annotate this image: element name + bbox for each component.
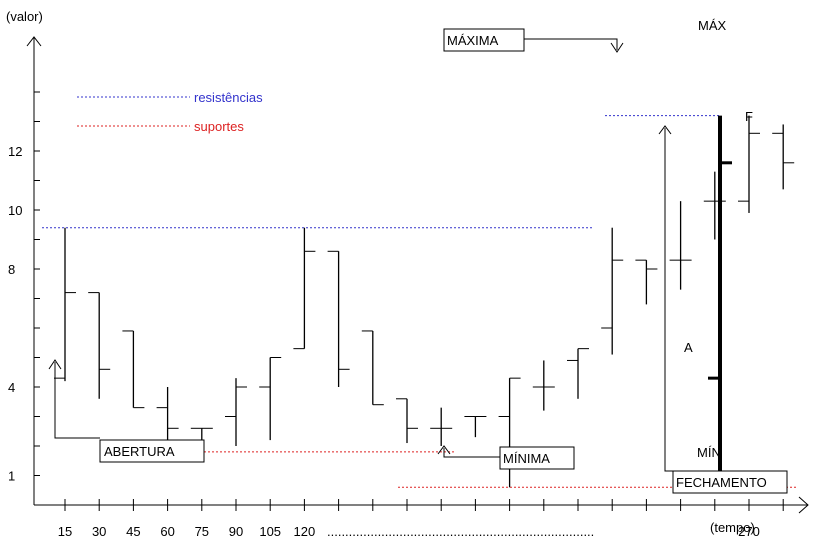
minima-arrowhead: [437, 445, 451, 455]
ohlc-bar: [122, 330, 145, 409]
ohlc-bar: [54, 227, 76, 382]
ohlc-bar: [293, 227, 316, 350]
minima-label: MÍNIMA: [503, 451, 550, 466]
ohlc-bar: [635, 259, 658, 305]
maxima-arrowhead: [610, 42, 624, 53]
ohlc-bar: [327, 250, 350, 387]
ref-max-label: MÁX: [698, 18, 727, 33]
legend: resistências suportes: [77, 90, 263, 134]
ohlc-bar: [772, 124, 795, 190]
ohlc-bars: [54, 115, 795, 488]
abertura-label: ABERTURA: [104, 444, 175, 459]
x-ticks: 15 30 45 60 75 90 105 120 270: [58, 499, 784, 539]
ref-close-label: F: [745, 109, 753, 124]
reference-bar: [708, 115, 732, 488]
y-tick-label: 8: [8, 262, 15, 277]
x-axis-arrow: [798, 496, 809, 514]
x-tick-label: 90: [229, 524, 243, 539]
x-tick-label: 45: [126, 524, 140, 539]
ohlc-bar: [361, 330, 384, 406]
annotation-fechamento: FECHAMENTO: [658, 125, 788, 494]
x-tick-label: 105: [259, 524, 281, 539]
x-tick-label: 120: [294, 524, 316, 539]
ohlc-bar: [225, 378, 247, 446]
y-tick-label: 4: [8, 380, 15, 395]
axes: [26, 36, 809, 514]
x-tick-label: 75: [195, 524, 209, 539]
y-ticks: 1 4 8 10 12: [8, 91, 40, 484]
abertura-pointer: [54, 362, 100, 439]
annotation-maxima: MÁXIMA: [443, 28, 624, 53]
ohlc-bar: [259, 357, 282, 441]
ohlc-bar: [601, 227, 624, 355]
ohlc-bar: [567, 348, 589, 399]
y-axis-arrow: [26, 36, 42, 47]
maxima-label: MÁXIMA: [447, 33, 499, 48]
ohlc-bar: [498, 377, 521, 488]
abertura-arrowhead: [48, 359, 62, 370]
y-tick-label: 12: [8, 144, 22, 159]
fechamento-label: FECHAMENTO: [676, 475, 767, 490]
annotation-minima: MÍNIMA: [437, 445, 575, 470]
x-tick-label: 15: [58, 524, 72, 539]
x-tick-label: 270: [738, 524, 760, 539]
fechamento-arrowhead: [658, 125, 672, 135]
y-axis-title: (valor): [6, 9, 43, 24]
minima-pointer: [443, 448, 500, 458]
ohlc-bar: [430, 407, 453, 446]
ohlc-bar: [703, 171, 726, 240]
ref-min-label: MÍN: [697, 445, 721, 460]
ohlc-bar: [464, 416, 487, 438]
ref-open-label: A: [684, 340, 693, 355]
fechamento-pointer: [664, 128, 673, 472]
legend-label-resistance: resistências: [194, 90, 263, 105]
x-tick-label: 60: [160, 524, 174, 539]
ohlc-bar: [88, 292, 111, 399]
x-tick-label: 30: [92, 524, 106, 539]
maxima-box: [443, 28, 525, 52]
level-lines: [42, 115, 798, 488]
ohlc-bar: [669, 201, 692, 290]
ohlc-bar: [532, 360, 555, 411]
minima-box: [499, 446, 575, 470]
x-dots: ........................................…: [327, 524, 594, 539]
y-tick-label: 1: [8, 469, 15, 484]
x-axis-title: (tempo): [710, 520, 755, 535]
legend-label-support: suportes: [194, 119, 244, 134]
annotation-abertura: ABERTURA: [48, 359, 205, 463]
ohlc-bar: [156, 387, 179, 446]
abertura-box: [99, 439, 205, 463]
ohlc-bar: [738, 115, 760, 213]
maxima-pointer: [524, 38, 618, 50]
y-tick-label: 10: [8, 203, 22, 218]
fechamento-box: [672, 470, 788, 494]
ohlc-bar: [396, 398, 418, 444]
